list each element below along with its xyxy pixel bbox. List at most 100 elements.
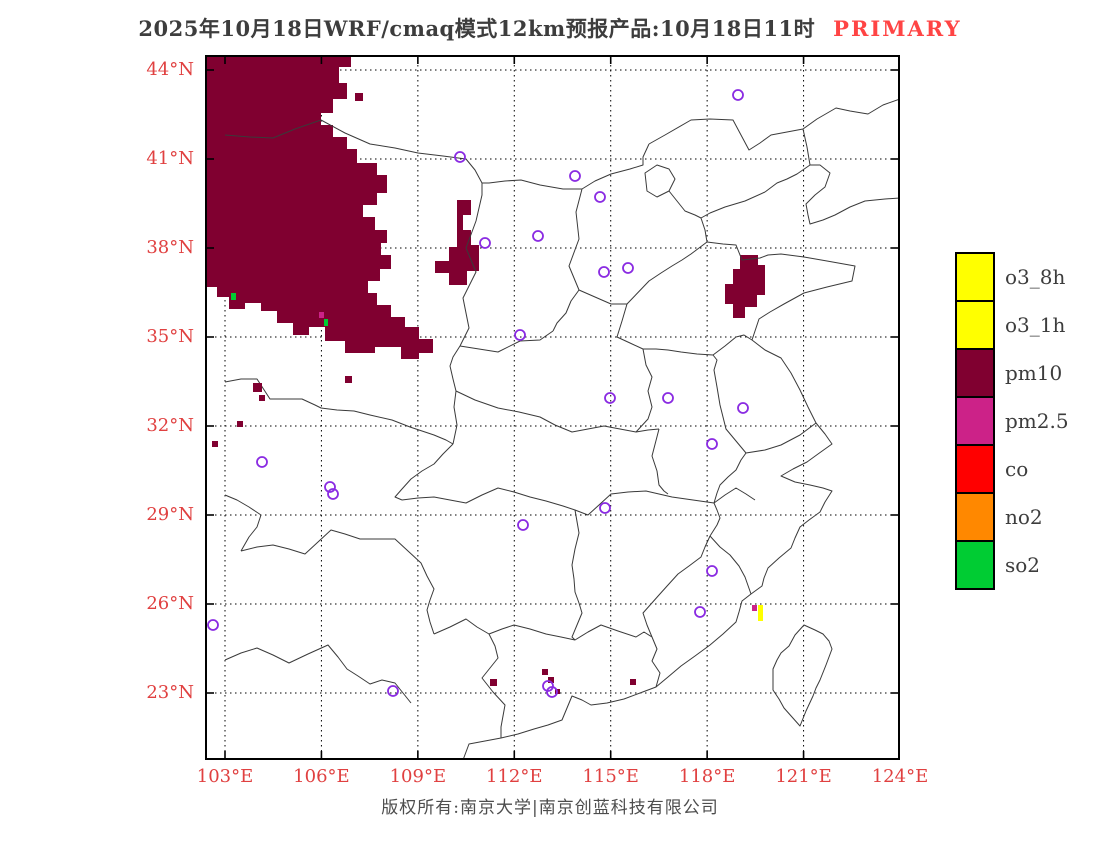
pm25-point-mark [319,312,324,318]
station-marker [594,191,606,203]
station-marker [737,402,749,414]
boundary-line [635,348,653,433]
legend-item-o3_1h: o3_1h [955,300,1069,350]
lon-label: 115°E [582,766,639,787]
lat-label: 41°N [146,148,194,169]
legend-label: o3_8h [1005,265,1066,289]
legend-label: no2 [1005,505,1043,529]
boundary-line [462,191,856,760]
legend-label: so2 [1005,553,1041,577]
pm10-region-layer [205,55,765,359]
lat-label: 26°N [146,593,194,614]
boundary-line [712,354,817,454]
lat-label: 29°N [146,504,194,525]
legend-item-pm10: pm10 [955,348,1069,398]
boundary-line [552,188,583,332]
boundary-line [571,509,583,641]
boundary-line [452,390,458,445]
pm10-region [435,200,479,285]
boundary-line [709,502,721,537]
station-marker [514,329,526,341]
lon-label: 103°E [196,766,254,787]
pm10-region [725,255,765,318]
legend-item-o3_8h: o3_8h [955,252,1069,302]
province-boundaries-layer [224,98,900,760]
station-marker [604,392,616,404]
pm10-point-mark [345,376,352,383]
boundary-line [459,183,483,347]
station-marker [327,488,339,500]
legend-swatch [955,252,995,302]
station-marker [694,606,706,618]
station-marker [387,685,399,697]
pm10-point-mark [253,383,262,392]
station-marker [732,89,744,101]
pm10-point-mark [630,679,636,685]
boundary-line [644,164,676,198]
boundary-line [578,241,708,305]
map-frame [205,55,900,760]
legend-swatch [955,348,995,398]
page-title: 2025年10月18日WRF/cmaq模式12km预报产品:10月18日11时 P… [0,13,1100,43]
boundary-line [651,428,669,495]
station-marker [598,266,610,278]
boundary-line [394,443,454,501]
lat-label: 23°N [146,682,194,703]
legend-item-so2: so2 [955,540,1069,590]
pm10-region [205,55,433,359]
boundary-line [224,119,582,190]
boundary-line [802,128,811,166]
station-marker [454,151,466,163]
lon-label: 124°E [871,766,929,787]
station-marker [546,686,558,698]
boundary-line [449,345,461,392]
boundary-line [616,303,753,356]
legend-label: co [1005,457,1029,481]
station-marker [569,170,581,182]
legend-swatch [955,444,995,494]
pm10-point-mark [355,93,363,101]
boundary-line [764,164,900,225]
lat-label: 35°N [146,326,194,347]
legend-item-co: co [955,444,1069,494]
station-marker [542,680,554,692]
so2-point-mark [324,319,328,326]
primary-pollutant-tag: PRIMARY [833,16,962,41]
boundary-line [481,633,506,738]
pollutant-legend: o3_8h o3_1h pm10 pm2.5 co no2 so2 [955,252,1069,590]
pm10-point-mark [548,677,554,683]
lon-label: 106°E [293,766,350,787]
station-marker [207,619,219,631]
station-marker [622,262,634,274]
legend-label: o3_1h [1005,313,1066,337]
legend-item-no2: no2 [955,492,1069,542]
boundary-line [401,487,756,516]
lon-label: 118°E [678,766,736,787]
station-markers-layer [207,89,749,698]
title-text: 2025年10月18日WRF/cmaq模式12km预报产品:10月18日11时 [138,16,816,41]
boundary-line [240,529,435,635]
boundary-line [642,535,711,638]
station-marker [256,456,268,468]
pm10-point-mark [237,421,243,427]
boundary-line [224,378,454,445]
lon-label: 109°E [389,766,447,787]
station-marker [517,519,529,531]
station-marker [479,237,491,249]
station-marker [706,565,718,577]
station-marker [324,481,336,493]
boundary-line [709,535,752,595]
station-marker [599,502,611,514]
boundary-line [651,636,661,688]
lon-label: 112°E [486,766,543,787]
legend-swatch [955,492,995,542]
o3-point-mark [758,605,763,621]
forecast-map [205,55,900,760]
boundary-line [459,330,554,353]
lat-label: 44°N [146,59,194,80]
legend-swatch [955,300,995,350]
legend-item-pm2.5: pm2.5 [955,396,1069,446]
boundary-line [713,452,747,504]
boundary-line [224,644,412,704]
pm25-point-mark [752,605,757,611]
